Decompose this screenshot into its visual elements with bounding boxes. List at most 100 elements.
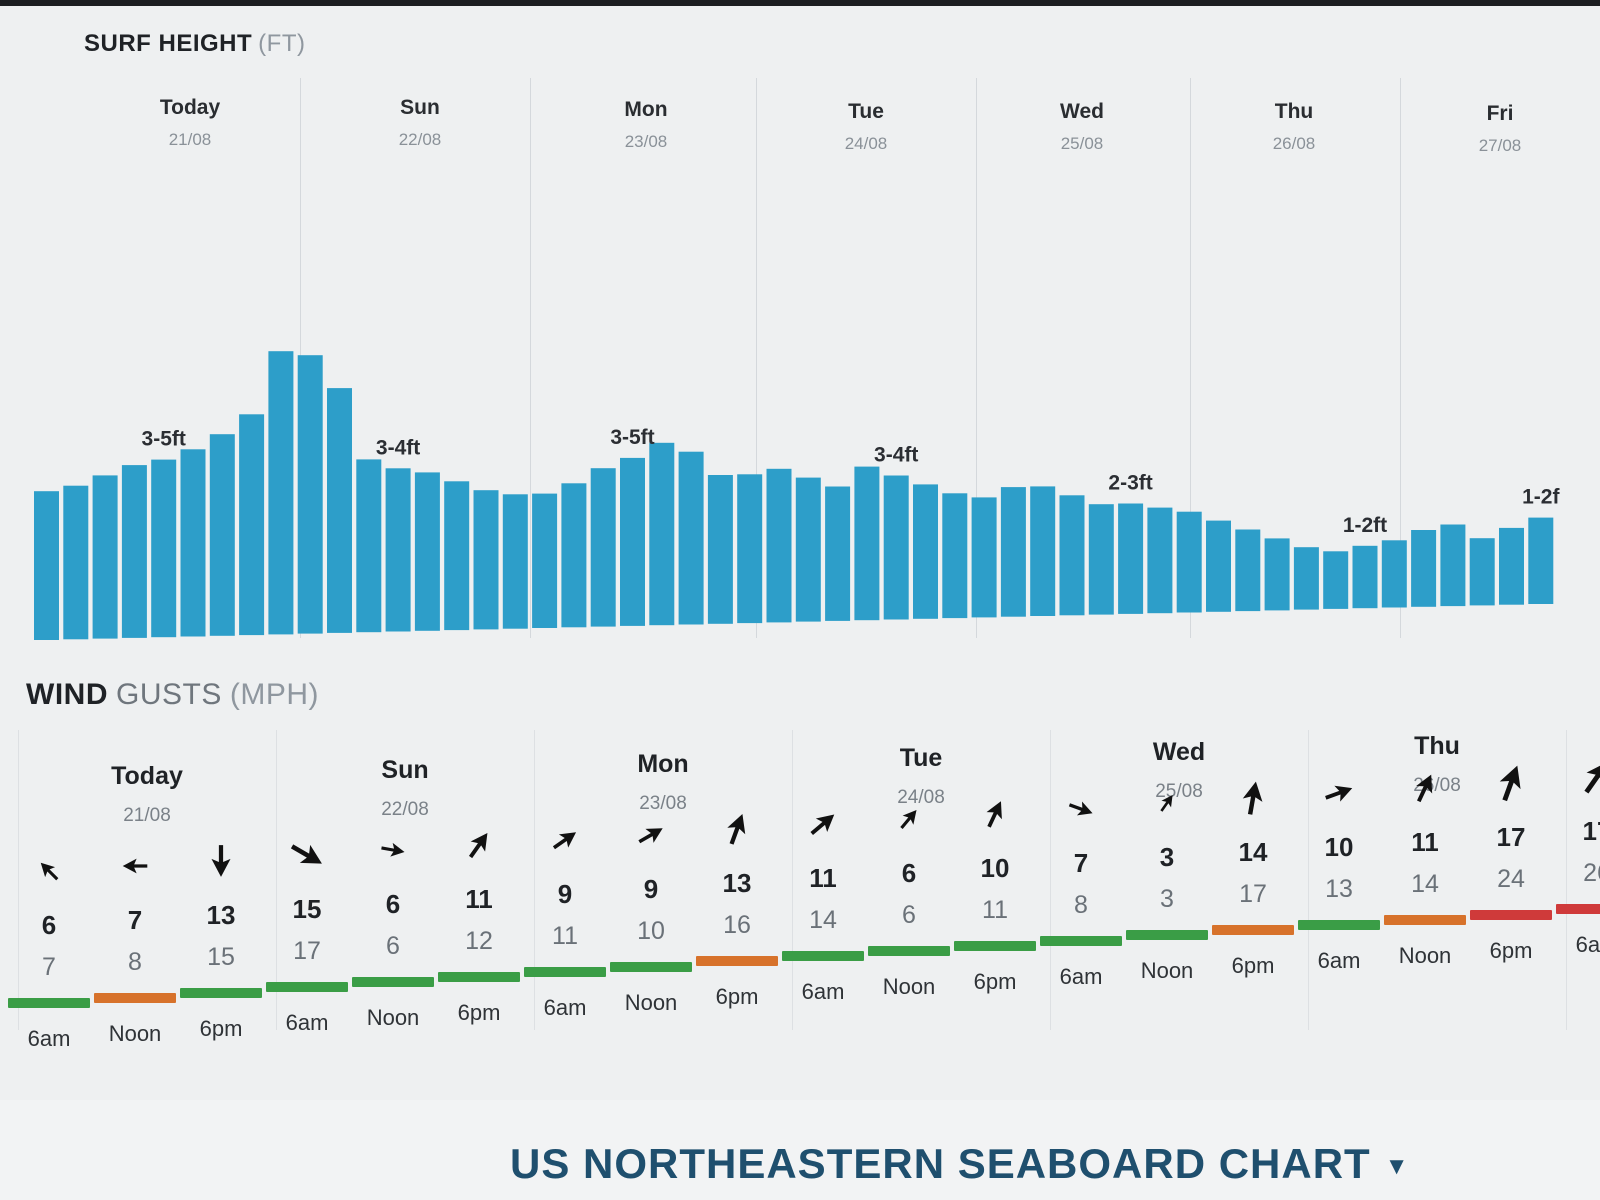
wind-slot[interactable]: 17 24 6pm (1468, 758, 1554, 964)
wind-slot[interactable]: 9 11 6am (522, 815, 608, 1021)
surf-bar[interactable] (1381, 540, 1407, 608)
surf-bar[interactable] (444, 481, 470, 631)
surf-bar[interactable] (1118, 503, 1144, 614)
wind-slot[interactable]: 17 26 6am (1554, 752, 1600, 958)
surf-bar[interactable] (971, 497, 997, 618)
wind-speed: 6 (41, 910, 57, 940)
surf-bar[interactable] (707, 475, 733, 624)
wind-direction-arrow-icon (1210, 773, 1296, 823)
surf-bar[interactable] (268, 351, 294, 635)
surf-bar[interactable] (385, 468, 411, 632)
surf-bar[interactable] (942, 493, 968, 619)
surf-bar[interactable] (502, 494, 528, 629)
surf-bar[interactable] (825, 486, 851, 621)
seaboard-chart-link[interactable]: US NORTHEASTERN SEABOARD CHART ▼ (510, 1140, 1409, 1188)
wind-slot[interactable]: 7 8 Noon (92, 841, 178, 1047)
surf-range-label: 1-2f (1522, 486, 1560, 509)
surf-day-fri[interactable]: Fri 27/08 (1440, 102, 1560, 156)
day-date: 24/08 (897, 787, 945, 808)
surf-bar[interactable] (883, 475, 909, 620)
surf-day-wed[interactable]: Wed 25/08 (1022, 100, 1142, 154)
wind-slot[interactable]: 6 6 Noon (866, 794, 952, 1000)
surf-bar[interactable] (1469, 538, 1495, 606)
wind-slot[interactable]: 13 16 6pm (694, 804, 780, 1010)
wind-slot[interactable]: 10 13 6am (1296, 768, 1382, 974)
wind-slot[interactable]: 11 12 6pm (436, 820, 522, 1026)
surf-day-today[interactable]: Today 21/08 (130, 96, 250, 150)
surf-day-thu[interactable]: Thu 26/08 (1234, 100, 1354, 154)
wind-slot[interactable]: 11 14 Noon (1382, 763, 1468, 969)
surf-bar[interactable] (1528, 517, 1554, 604)
surf-bar[interactable] (151, 459, 177, 638)
surf-bar[interactable] (1264, 538, 1290, 611)
surf-bar[interactable] (356, 459, 382, 633)
wind-slot[interactable]: 6 7 6am (6, 846, 92, 1052)
surf-bar[interactable] (590, 468, 616, 627)
wind-slot[interactable]: 6 6 Noon (350, 825, 436, 1031)
surf-bar[interactable] (854, 466, 880, 621)
surf-bar[interactable] (297, 355, 323, 634)
wind-day-mon[interactable]: Mon 23/08 (583, 750, 743, 815)
surf-bar[interactable] (1147, 507, 1173, 614)
surf-bar[interactable] (532, 493, 558, 628)
surf-bar[interactable] (239, 414, 265, 636)
wind-slot[interactable]: 15 17 6am (264, 830, 350, 1036)
surf-bar[interactable] (1352, 545, 1378, 609)
wind-slot[interactable]: 7 8 6am (1038, 784, 1124, 990)
wind-gust: 6 (902, 901, 916, 929)
surf-bar[interactable] (1206, 520, 1231, 612)
wind-slot[interactable]: 10 11 6pm (952, 789, 1038, 995)
surf-day-tue[interactable]: Tue 24/08 (806, 100, 926, 154)
surf-bar[interactable] (1030, 486, 1056, 616)
surf-bar[interactable] (92, 475, 118, 639)
wind-slot[interactable]: 13 15 6pm (178, 836, 264, 1042)
surf-bar[interactable] (1499, 527, 1524, 605)
surf-bar[interactable] (649, 442, 675, 626)
surf-bar[interactable] (1411, 530, 1437, 607)
surf-bar[interactable] (414, 472, 440, 631)
wind-unit: (MPH) (229, 678, 319, 711)
surf-bar[interactable] (1293, 547, 1319, 610)
surf-bar[interactable] (63, 485, 89, 640)
surf-bar[interactable] (678, 451, 704, 625)
wind-slot[interactable]: 9 10 Noon (608, 810, 694, 1016)
surf-bar[interactable] (766, 468, 792, 623)
wind-day-sun[interactable]: Sun 22/08 (325, 756, 485, 821)
surf-day-mon[interactable]: Mon 23/08 (586, 98, 706, 152)
wind-speed: 11 (809, 863, 837, 894)
surf-bar[interactable] (1440, 524, 1466, 607)
surf-bar[interactable] (795, 477, 821, 622)
surf-bar[interactable] (1176, 511, 1202, 613)
wind-day-today[interactable]: Today 21/08 (67, 762, 227, 827)
surf-bar[interactable] (327, 388, 352, 633)
surf-bar[interactable] (620, 457, 645, 626)
surf-day-sun[interactable]: Sun 22/08 (360, 96, 480, 150)
day-date: 22/08 (398, 130, 442, 149)
surf-bar[interactable] (209, 434, 235, 636)
surf-bar[interactable] (737, 474, 763, 624)
surf-bar[interactable] (34, 491, 59, 640)
wind-direction-arrow-icon (866, 794, 952, 844)
wind-status-bar (1040, 935, 1122, 946)
surf-bar[interactable] (913, 484, 938, 619)
surf-bar[interactable] (1000, 487, 1026, 617)
wind-slot[interactable]: 3 3 Noon (1124, 778, 1210, 984)
wind-slot[interactable]: 11 14 6am (780, 799, 866, 1005)
surf-bar[interactable] (1059, 495, 1085, 616)
wind-gust: 14 (1411, 869, 1439, 898)
day-date: 22/08 (381, 799, 429, 820)
surf-bar[interactable] (180, 449, 206, 637)
surf-bar[interactable] (1088, 504, 1114, 615)
wind-slot[interactable]: 14 17 6pm (1210, 773, 1296, 979)
surf-bar[interactable] (121, 465, 147, 638)
wind-day-tue[interactable]: Tue 24/08 (841, 744, 1001, 809)
day-divider (1400, 78, 1401, 638)
surf-bar[interactable] (561, 483, 587, 628)
wind-day-wed[interactable]: Wed 25/08 (1099, 738, 1259, 803)
wind-speed: 7 (127, 904, 143, 935)
wind-speed: 11 (465, 884, 493, 914)
surf-bar[interactable] (1323, 551, 1349, 609)
surf-bar[interactable] (473, 490, 499, 630)
surf-height-chart[interactable]: 3-5ft 3-4ft 3-5ft 3-4ft 2-3ft 1-2ft 1-2f (0, 0, 1600, 660)
surf-bar[interactable] (1235, 529, 1261, 612)
